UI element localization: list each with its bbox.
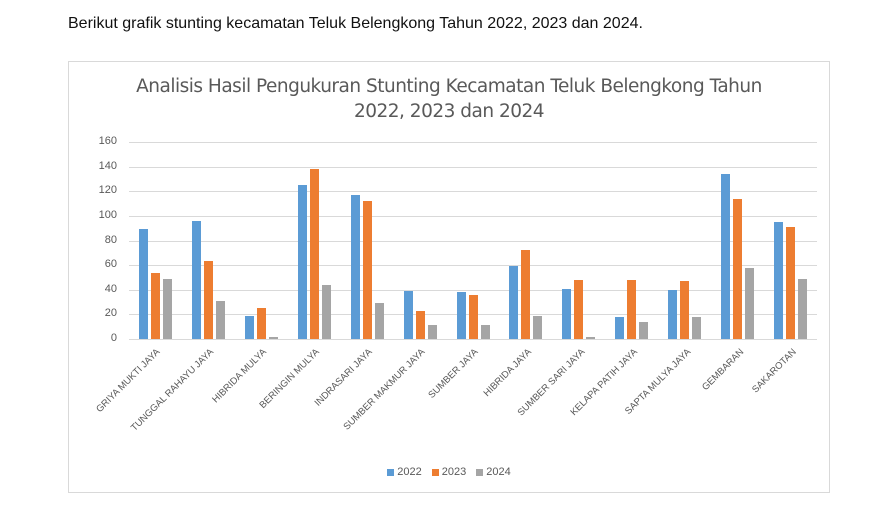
y-tick-label: 160 [98, 135, 117, 147]
y-tick-label: 0 [110, 332, 117, 344]
bar-2024 [586, 336, 596, 339]
gridline [129, 166, 817, 168]
bar-2023 [256, 308, 266, 339]
legend-label: 2024 [486, 466, 511, 478]
bar-2024 [215, 300, 225, 339]
bar-2022 [350, 194, 360, 339]
y-tick-label: 20 [104, 307, 117, 320]
legend-label: 2022 [397, 466, 422, 478]
bar-2023 [786, 226, 796, 339]
bar-2022 [774, 222, 784, 339]
chart-title-line-1: Analisis Hasil Pengukuran Stunting Kecam… [136, 76, 762, 97]
bar-2023 [203, 261, 213, 339]
bar-2024 [480, 325, 490, 339]
chart-title: Analisis Hasil Pengukuran Stunting Kecam… [69, 74, 829, 124]
bar-2022 [244, 315, 254, 339]
legend-label: 2023 [441, 466, 467, 478]
bar-2023 [468, 294, 478, 339]
x-tick-label: HIBRIDA MULYA [210, 346, 270, 406]
legend-item-2023: 2023 [431, 466, 467, 478]
bar-2024 [798, 278, 808, 339]
y-tick-label: 60 [104, 258, 117, 271]
x-tick-label: SAKAROTAN [749, 346, 799, 396]
legend-swatch-icon [431, 468, 439, 476]
plot-area: 0 20 40 60 80 100 120 140 160 GRIYA MUKTI JAYA TUN… [69, 62, 831, 494]
intro-text: Berikut grafik stunting kecamatan Teluk … [68, 15, 643, 32]
gridline [129, 142, 817, 143]
gridline [129, 240, 817, 242]
bar-2024 [427, 325, 437, 339]
bar-2022 [138, 229, 148, 339]
bar-2023 [415, 310, 425, 339]
bar-2022 [509, 266, 519, 339]
legend-swatch-icon [387, 468, 395, 476]
bar-2023 [362, 201, 372, 339]
y-tick-label: 120 [98, 184, 117, 197]
bar-2023 [627, 279, 637, 339]
bar-2024 [533, 315, 543, 339]
bar-2022 [456, 292, 466, 339]
bar-2022 [403, 290, 413, 339]
bar-2023 [733, 198, 743, 339]
bar-2022 [668, 289, 678, 339]
bar-2024 [639, 321, 649, 339]
x-tick-label: HIBRIDA JAYA [481, 346, 534, 399]
gridline [129, 191, 817, 193]
bar-2023 [521, 250, 531, 339]
bar-2024 [692, 316, 702, 339]
x-tick-label: SUMBER JAYA [426, 346, 481, 401]
legend-item-2024: 2024 [476, 466, 511, 478]
y-tick-label: 100 [98, 208, 117, 221]
gridline [129, 339, 817, 340]
gridline [129, 289, 817, 291]
bar-2024 [162, 278, 172, 339]
bar-2022 [721, 174, 731, 339]
gridline [129, 215, 817, 217]
legend-item-2022: 2022 [387, 466, 422, 478]
chart-container: Analisis Hasil Pengukuran Stunting Kecam… [68, 61, 830, 493]
x-tick-label: GEMBARAN [699, 346, 746, 393]
bar-2022 [191, 220, 201, 339]
y-tick-label: 140 [98, 159, 117, 172]
bar-2024 [268, 336, 278, 339]
bar-2024 [374, 303, 384, 339]
bar-2023 [574, 279, 584, 339]
legend-swatch-icon [476, 468, 484, 476]
y-tick-label: 80 [104, 233, 117, 246]
bar-2024 [321, 284, 331, 339]
gridline [129, 265, 817, 267]
bar-2023 [680, 281, 690, 339]
bar-2024 [745, 267, 755, 339]
y-tick-label: 40 [104, 282, 117, 295]
chart-title-line-2: 2022, 2023 dan 2024 [353, 101, 545, 122]
bar-2023 [150, 272, 160, 339]
bar-2022 [562, 288, 572, 339]
bar-2022 [615, 316, 625, 339]
bar-2022 [297, 185, 307, 339]
legend: 2022 2023 2024 [69, 466, 829, 479]
bar-2023 [309, 169, 319, 339]
